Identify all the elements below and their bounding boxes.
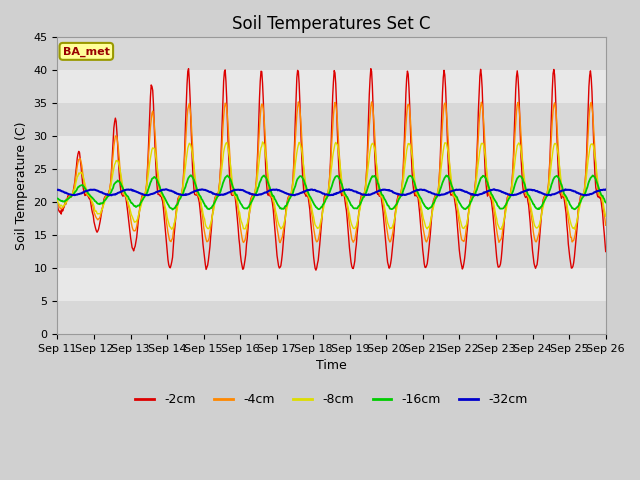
-16cm xyxy=(206,206,214,212)
Bar xyxy=(58,103,605,136)
-16cm xyxy=(416,193,424,199)
-32cm xyxy=(602,187,609,192)
-32cm xyxy=(63,191,71,196)
-32cm xyxy=(205,189,213,195)
-32cm xyxy=(163,186,170,192)
Bar xyxy=(58,136,605,169)
-32cm xyxy=(54,187,61,192)
Legend: -2cm, -4cm, -8cm, -16cm, -32cm: -2cm, -4cm, -8cm, -16cm, -32cm xyxy=(131,388,532,411)
-8cm xyxy=(259,139,266,145)
Bar xyxy=(58,70,605,103)
-4cm xyxy=(63,196,71,202)
Bar xyxy=(58,169,605,202)
-16cm xyxy=(169,207,177,213)
-2cm xyxy=(205,251,213,256)
-16cm xyxy=(54,196,61,202)
-8cm xyxy=(120,188,127,193)
-32cm xyxy=(120,188,127,193)
-8cm xyxy=(54,198,61,204)
-16cm xyxy=(63,197,71,203)
-8cm xyxy=(177,193,184,199)
-2cm xyxy=(416,210,424,216)
X-axis label: Time: Time xyxy=(316,360,347,372)
-2cm xyxy=(312,267,320,273)
-2cm xyxy=(185,66,193,72)
Line: -32cm: -32cm xyxy=(58,189,605,195)
Bar xyxy=(58,37,605,70)
-4cm xyxy=(400,163,408,168)
Bar xyxy=(58,301,605,334)
Line: -4cm: -4cm xyxy=(58,102,605,242)
-8cm xyxy=(63,198,71,204)
-8cm xyxy=(602,213,609,219)
Text: BA_met: BA_met xyxy=(63,46,110,57)
Bar xyxy=(58,4,605,37)
-4cm xyxy=(416,199,424,205)
-4cm xyxy=(54,202,61,207)
-32cm xyxy=(415,187,422,193)
-4cm xyxy=(602,222,609,228)
-2cm xyxy=(602,249,609,254)
-2cm xyxy=(175,193,183,199)
-16cm xyxy=(400,187,408,192)
Bar xyxy=(58,268,605,301)
Title: Soil Temperatures Set C: Soil Temperatures Set C xyxy=(232,15,431,33)
-2cm xyxy=(400,156,408,162)
-16cm xyxy=(602,200,609,205)
Bar xyxy=(58,202,605,235)
-16cm xyxy=(120,187,127,193)
-2cm xyxy=(63,196,71,202)
Line: -2cm: -2cm xyxy=(58,69,605,270)
-2cm xyxy=(120,192,127,198)
Line: -16cm: -16cm xyxy=(58,175,605,210)
-4cm xyxy=(120,191,127,197)
Y-axis label: Soil Temperature (C): Soil Temperature (C) xyxy=(15,121,28,250)
Line: -8cm: -8cm xyxy=(58,142,605,229)
-8cm xyxy=(168,227,175,232)
-8cm xyxy=(400,175,408,181)
-4cm xyxy=(205,238,212,243)
-4cm xyxy=(175,193,183,199)
-32cm xyxy=(177,192,184,197)
-16cm xyxy=(177,196,184,202)
-32cm xyxy=(436,192,444,198)
-8cm xyxy=(416,197,424,203)
-8cm xyxy=(205,225,213,231)
Bar xyxy=(58,235,605,268)
-32cm xyxy=(399,192,406,197)
-4cm xyxy=(294,99,302,105)
-2cm xyxy=(54,202,61,208)
-4cm xyxy=(276,240,284,245)
-16cm xyxy=(187,172,195,178)
